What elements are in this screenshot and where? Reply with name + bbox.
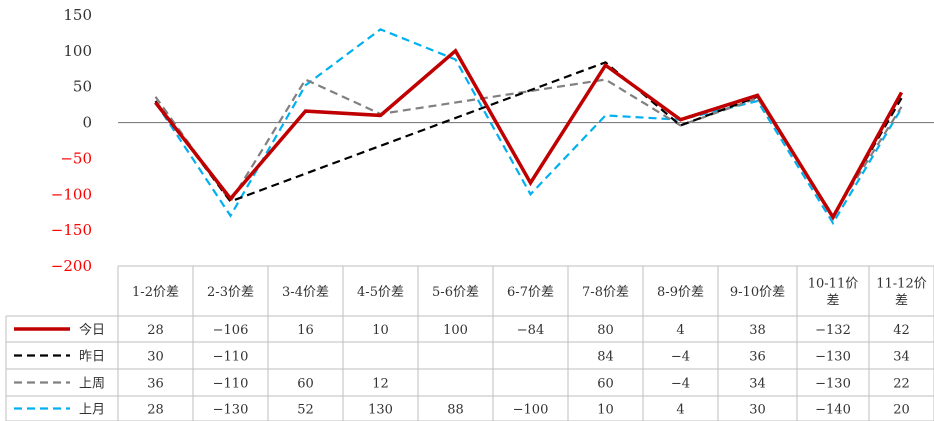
y-tick-label: −50 [60,149,92,167]
series-line-2 [154,78,903,218]
table-cell-value: −84 [517,323,544,338]
series-lines [154,28,904,226]
table-cell-value: 28 [147,323,164,338]
table-cell-value: 36 [749,350,766,365]
table-cell-value: 10 [597,403,614,418]
table-cell-value: 80 [597,323,614,338]
table-cell-value: 88 [447,403,464,418]
table-cell-value: 10 [372,323,389,338]
table-cell-value: −110 [213,377,249,392]
table-cell-value: 38 [749,323,766,338]
table-cell-value: 52 [297,403,314,418]
data-table: 1-2价差 2-3价差 3-4价差 4-5价差 5-6价差 6-7价差 7-8价差 8-9价差… [5,265,934,421]
y-tick-label: 0 [82,114,92,132]
table-cell-value: 30 [749,403,766,418]
table-cell-value: −132 [815,323,851,338]
table-cell-value: −130 [213,403,249,418]
table-cell-value: −100 [513,403,549,418]
y-tick-label: −150 [51,221,92,239]
table-cell-value: 84 [597,350,614,365]
legend-label: 上周 [79,377,105,392]
y-tick-label: 100 [63,42,92,60]
table-cell-value: −106 [213,323,249,338]
category-label: 6-7价差 [507,285,554,300]
legend-label: 上月 [79,403,105,418]
table-cell-value: −110 [213,350,249,365]
category-label: 2-3价差 [207,285,254,300]
y-axis: 150 100 50 0 −50 −100 −150 −200 [51,6,92,275]
category-label: 差 [826,294,839,309]
table-cell-value: 12 [372,377,389,392]
category-label: 9-10价差 [730,285,785,300]
table-cell-value: −4 [671,377,690,392]
series-line-0 [154,48,904,221]
table-cell-value: 22 [893,377,910,392]
table-cell-value: 30 [147,350,164,365]
category-label: 5-6价差 [432,285,479,300]
table-cell-value: −130 [815,377,851,392]
category-label: 差 [895,294,908,309]
series-line-3 [154,28,903,226]
category-label: 1-2价差 [132,285,179,300]
category-label: 4-5价差 [357,285,404,300]
table-cell-value: 28 [147,403,164,418]
table-cell-value: 16 [297,323,314,338]
table-cell-value: −140 [815,403,851,418]
category-label: 3-4价差 [282,285,329,300]
y-tick-label: 50 [73,78,92,96]
table-cell-value: 34 [893,350,910,365]
table-cell-value: 60 [597,377,614,392]
y-tick-label: 150 [63,6,92,24]
table-cell-value: 20 [893,403,910,418]
category-label: 10-11价 [808,277,858,292]
table-cell-value: 130 [368,403,393,418]
category-label: 8-9价差 [657,285,704,300]
table-cell-value: 42 [893,323,910,338]
legend-label: 今日 [79,322,105,338]
table-cell-value: 34 [749,377,766,392]
table-cell-value: −130 [815,350,851,365]
category-label: 7-8价差 [582,285,629,300]
table-cell-value: 4 [676,323,684,338]
y-tick-label: −100 [51,185,92,203]
table-cell-value: −4 [671,350,690,365]
table-cell-value: 60 [297,377,314,392]
table-cell-value: 4 [676,403,684,418]
legend-label: 昨日 [79,350,105,365]
y-tick-label: −200 [51,257,92,275]
table-cell-value: 36 [147,377,164,392]
table-cell-value: 100 [443,323,468,338]
category-label: 11-12价 [876,277,926,292]
